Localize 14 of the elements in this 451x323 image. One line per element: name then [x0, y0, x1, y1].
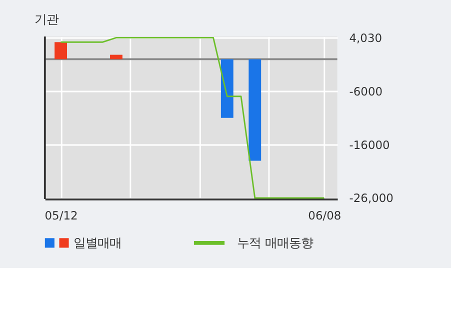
y-tick-label: 4,030	[349, 31, 382, 46]
legend-label: 일별매매	[74, 234, 122, 250]
bar	[110, 54, 122, 60]
y-tick-label: -6000	[349, 84, 383, 99]
x-tick-label: 05/12	[44, 208, 78, 223]
chart-title: 기관	[34, 11, 58, 26]
bar	[248, 59, 262, 161]
line-series	[60, 36, 325, 199]
y-tick-label: -16000	[349, 138, 390, 152]
y-tick-label: -26,000	[349, 191, 394, 206]
bar	[54, 42, 67, 60]
bar	[220, 59, 234, 118]
legend-label: 누적 매매동향	[236, 234, 313, 250]
x-tick-label: 06/08	[308, 208, 342, 223]
